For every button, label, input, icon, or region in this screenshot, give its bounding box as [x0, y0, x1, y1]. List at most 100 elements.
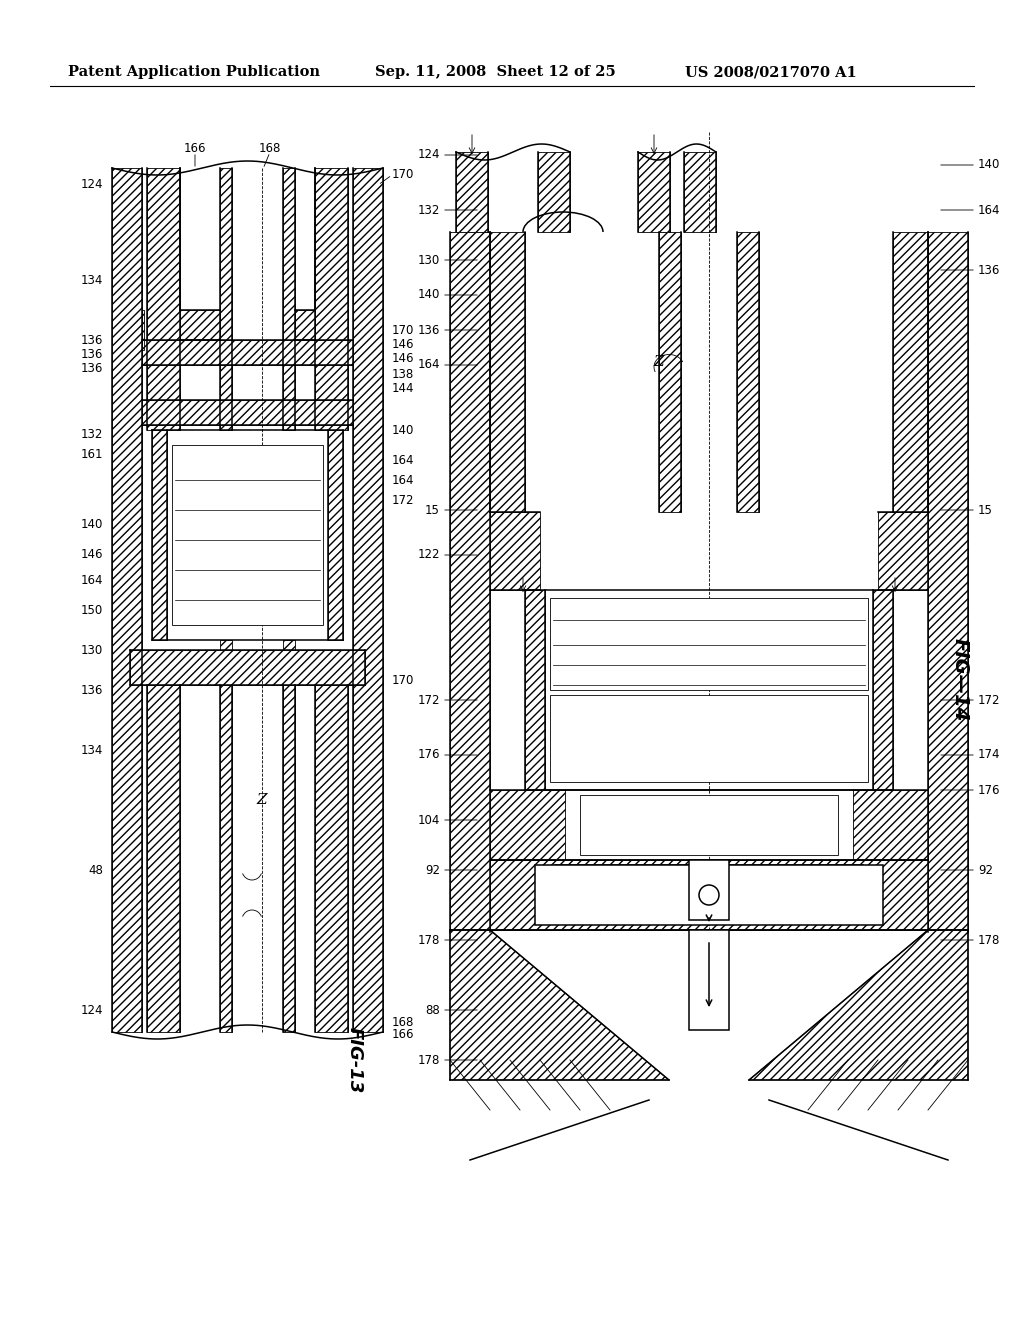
Text: 136: 136: [418, 323, 440, 337]
Text: Z: Z: [653, 355, 665, 370]
Bar: [142, 341, 353, 366]
Text: 124: 124: [81, 1003, 103, 1016]
Text: Patent Application Publication: Patent Application Publication: [68, 65, 319, 79]
Text: 136: 136: [81, 334, 103, 346]
Bar: [550, 696, 868, 781]
Bar: [689, 931, 729, 1030]
Text: 170: 170: [392, 673, 415, 686]
Text: 140: 140: [81, 519, 103, 532]
Bar: [684, 152, 716, 232]
Text: 124: 124: [418, 149, 440, 161]
Bar: [689, 861, 729, 920]
Polygon shape: [749, 931, 968, 1080]
Text: 166: 166: [392, 1028, 415, 1041]
Text: 164: 164: [978, 203, 1000, 216]
Bar: [490, 861, 928, 931]
Text: 48: 48: [88, 863, 103, 876]
Bar: [142, 400, 353, 425]
Bar: [315, 168, 348, 430]
Bar: [283, 640, 295, 719]
Bar: [878, 512, 928, 590]
Bar: [456, 152, 488, 232]
Text: 138: 138: [392, 368, 415, 381]
Text: 164: 164: [81, 573, 103, 586]
Bar: [535, 865, 883, 925]
Text: 130: 130: [418, 253, 440, 267]
Bar: [112, 168, 142, 1032]
Text: 172: 172: [978, 693, 1000, 706]
Text: 164: 164: [392, 454, 415, 466]
Bar: [283, 168, 295, 430]
Bar: [328, 430, 343, 640]
Bar: [525, 590, 545, 789]
Text: 170: 170: [392, 323, 415, 337]
Text: 122: 122: [418, 549, 440, 561]
Text: 136: 136: [81, 348, 103, 362]
Text: 130: 130: [81, 644, 103, 656]
Bar: [180, 310, 220, 341]
Text: 136: 136: [978, 264, 1000, 276]
Text: 172: 172: [392, 494, 415, 507]
Bar: [172, 445, 323, 624]
Text: FIG—14: FIG—14: [950, 639, 970, 722]
Bar: [450, 232, 490, 932]
Bar: [873, 590, 893, 789]
Text: US 2008/0217070 A1: US 2008/0217070 A1: [685, 65, 857, 79]
Bar: [538, 152, 570, 232]
Text: Sep. 11, 2008  Sheet 12 of 25: Sep. 11, 2008 Sheet 12 of 25: [375, 65, 615, 79]
Text: FIG-13: FIG-13: [346, 1027, 364, 1093]
Bar: [490, 789, 565, 861]
Text: 15: 15: [425, 503, 440, 516]
Bar: [283, 685, 295, 1032]
Bar: [928, 232, 968, 932]
Bar: [550, 598, 868, 690]
Text: 104: 104: [418, 813, 440, 826]
Polygon shape: [450, 931, 669, 1080]
Text: 178: 178: [418, 1053, 440, 1067]
Text: 136: 136: [81, 362, 103, 375]
Bar: [638, 152, 670, 232]
Bar: [147, 168, 180, 430]
Text: 172: 172: [418, 693, 440, 706]
Text: 176: 176: [978, 784, 1000, 796]
Bar: [555, 865, 863, 920]
Text: 174: 174: [978, 748, 1000, 762]
Text: 132: 132: [418, 203, 440, 216]
Text: 178: 178: [418, 933, 440, 946]
Bar: [490, 512, 540, 590]
Text: 146: 146: [81, 549, 103, 561]
Text: 140: 140: [392, 424, 415, 437]
Text: 164: 164: [392, 474, 415, 487]
Text: 166: 166: [183, 141, 206, 154]
Text: 88: 88: [425, 1003, 440, 1016]
Text: 144: 144: [392, 381, 415, 395]
Bar: [152, 430, 167, 640]
Text: 134: 134: [81, 273, 103, 286]
Text: 161: 161: [81, 449, 103, 462]
Text: 164: 164: [418, 359, 440, 371]
Text: 132: 132: [81, 429, 103, 441]
Bar: [490, 232, 525, 512]
Text: 134: 134: [81, 743, 103, 756]
Text: 178: 178: [978, 933, 1000, 946]
Bar: [893, 232, 928, 512]
Text: 92: 92: [978, 863, 993, 876]
Bar: [147, 685, 180, 1032]
Bar: [220, 168, 232, 430]
Text: 146: 146: [392, 338, 415, 351]
Bar: [142, 310, 144, 350]
Text: 124: 124: [81, 178, 103, 191]
Text: 168: 168: [392, 1015, 415, 1028]
Bar: [295, 310, 315, 341]
Text: 150: 150: [81, 603, 103, 616]
Text: 92: 92: [425, 863, 440, 876]
Bar: [853, 789, 928, 861]
Text: 140: 140: [978, 158, 1000, 172]
Text: 136: 136: [81, 684, 103, 697]
Bar: [220, 685, 232, 1032]
Text: 15: 15: [978, 503, 993, 516]
Text: 168: 168: [259, 141, 282, 154]
Bar: [315, 685, 348, 1032]
Bar: [659, 232, 681, 512]
Bar: [220, 640, 232, 719]
